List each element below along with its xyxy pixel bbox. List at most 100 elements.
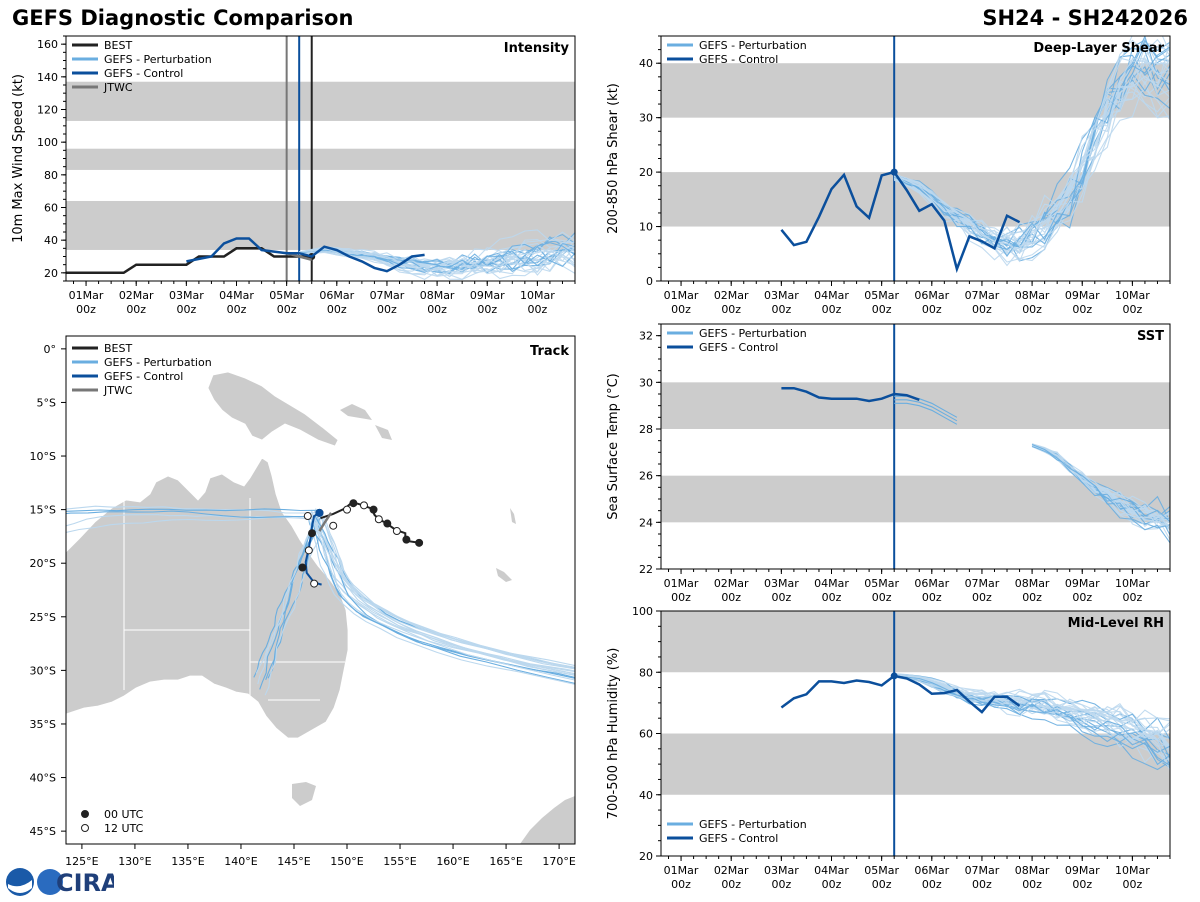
shear-xtick-sublabel: 00z bbox=[721, 303, 741, 316]
rh-legend-label: GEFS - Control bbox=[699, 832, 778, 845]
track-marker-legend-icon bbox=[81, 824, 89, 832]
intensity-legend-label: GEFS - Control bbox=[104, 67, 183, 80]
intensity-band bbox=[66, 81, 575, 121]
track-perturbation-line bbox=[66, 510, 311, 519]
rh-xtick-label: 02Mar bbox=[714, 864, 749, 877]
sst-xtick-label: 05Mar bbox=[864, 577, 899, 590]
track-xtick-label: 140°E bbox=[224, 855, 257, 868]
track-ytick-label: 15°S bbox=[30, 504, 56, 517]
sst-perturbation-line bbox=[1031, 445, 1170, 544]
shear-xtick-sublabel: 00z bbox=[1072, 303, 1092, 316]
shear-ylabel: 200-850 hPa Shear (kt) bbox=[606, 83, 621, 234]
track-best-marker bbox=[415, 538, 424, 547]
track-ytick-label: 40°S bbox=[30, 772, 56, 785]
rh-xtick-sublabel: 00z bbox=[721, 878, 741, 891]
sst-xtick-label: 10Mar bbox=[1115, 577, 1150, 590]
track-ytick-label: 25°S bbox=[30, 611, 56, 624]
shear-ytick-label: 0 bbox=[646, 275, 653, 288]
rh-control-line bbox=[780, 674, 1021, 714]
intensity-ytick-label: 60 bbox=[44, 202, 58, 215]
intensity-xtick-sublabel: 00z bbox=[176, 303, 196, 316]
shear-ytick-label: 20 bbox=[639, 166, 653, 179]
sst-panel: 22242628303201Mar00z02Mar00z03Mar00z04Ma… bbox=[606, 323, 1171, 604]
rh-xtick-label: 10Mar bbox=[1115, 864, 1150, 877]
rh-panel: 2040608010001Mar00z02Mar00z03Mar00z04Mar… bbox=[606, 605, 1171, 891]
shear-xtick-sublabel: 00z bbox=[1122, 303, 1142, 316]
track-perturbation-line bbox=[259, 518, 317, 690]
shear-band bbox=[661, 63, 1170, 118]
track-plot-area bbox=[66, 499, 575, 696]
track-ytick-label: 5°S bbox=[37, 396, 56, 409]
track-best-marker bbox=[329, 521, 338, 530]
rh-ytick-label: 100 bbox=[632, 605, 653, 618]
sst-control-line bbox=[781, 386, 920, 403]
track-xtick-label: 150°E bbox=[330, 855, 363, 868]
rh-xtick-sublabel: 00z bbox=[922, 878, 942, 891]
shear-xtick-label: 04Mar bbox=[814, 289, 849, 302]
intensity-legend-label: JTWC bbox=[103, 81, 133, 94]
shear-xtick-sublabel: 00z bbox=[872, 303, 892, 316]
intensity-xtick-sublabel: 00z bbox=[277, 303, 297, 316]
track-perturbation-line bbox=[66, 505, 323, 514]
shear-xtick-label: 10Mar bbox=[1115, 289, 1150, 302]
track-marker-legend-label: 00 UTC bbox=[104, 808, 144, 821]
track-legend-label: JTWC bbox=[103, 384, 133, 397]
sst-band bbox=[661, 382, 1170, 429]
intensity-xtick-sublabel: 00z bbox=[126, 303, 146, 316]
intensity-xtick-label: 09Mar bbox=[470, 289, 505, 302]
sst-ytick-label: 24 bbox=[639, 516, 653, 529]
track-perturbation-line bbox=[311, 520, 575, 679]
intensity-xtick-sublabel: 00z bbox=[377, 303, 397, 316]
sst-perturbation-line bbox=[894, 395, 958, 418]
track-perturbation-line bbox=[267, 512, 317, 679]
track-xtick-label: 125°E bbox=[65, 855, 98, 868]
track-perturbation-line bbox=[257, 510, 320, 685]
sst-ytick-label: 32 bbox=[639, 330, 653, 343]
sst-xtick-sublabel: 00z bbox=[1022, 591, 1042, 604]
rh-xtick-sublabel: 00z bbox=[671, 878, 691, 891]
sst-ytick-label: 22 bbox=[639, 563, 653, 576]
rh-xtick-label: 03Mar bbox=[764, 864, 799, 877]
sst-ylabel: Sea Surface Temp (°C) bbox=[606, 373, 621, 520]
sst-band bbox=[661, 475, 1170, 523]
track-xtick-label: 170°E bbox=[542, 855, 575, 868]
new-guinea-land bbox=[207, 371, 339, 447]
rh-xtick-sublabel: 00z bbox=[822, 878, 842, 891]
shear-xtick-label: 03Mar bbox=[764, 289, 799, 302]
intensity-ytick-label: 120 bbox=[37, 104, 58, 117]
intensity-panel: 2040608010012014016001Mar00z02Mar00z03Ma… bbox=[11, 35, 576, 316]
rh-plot-area bbox=[661, 611, 1170, 856]
track-perturbation-line bbox=[255, 510, 320, 674]
intensity-xtick-label: 07Mar bbox=[370, 289, 405, 302]
intensity-xtick-label: 03Mar bbox=[169, 289, 204, 302]
track-perturbation-line bbox=[66, 515, 319, 534]
shear-legend-label: GEFS - Perturbation bbox=[699, 39, 807, 52]
track-xtick-label: 155°E bbox=[383, 855, 416, 868]
rh-xtick-label: 04Mar bbox=[814, 864, 849, 877]
vanuatu-land bbox=[510, 508, 516, 524]
track-xtick-label: 145°E bbox=[277, 855, 310, 868]
sst-xtick-sublabel: 00z bbox=[1122, 591, 1142, 604]
png-islands bbox=[340, 404, 392, 440]
shear-xtick-sublabel: 00z bbox=[972, 303, 992, 316]
rh-xtick-sublabel: 00z bbox=[771, 878, 791, 891]
track-control-marker bbox=[298, 563, 307, 572]
track-perturbation-line bbox=[66, 508, 317, 512]
sst-ytick-label: 30 bbox=[639, 376, 653, 389]
sst-xtick-label: 09Mar bbox=[1065, 577, 1100, 590]
sst-perturbation-line bbox=[894, 399, 958, 422]
rh-ytick-label: 40 bbox=[639, 789, 653, 802]
sst-xtick-sublabel: 00z bbox=[922, 591, 942, 604]
sst-xtick-sublabel: 00z bbox=[972, 591, 992, 604]
track-ytick-label: 0° bbox=[44, 343, 57, 356]
intensity-ytick-label: 160 bbox=[37, 38, 58, 51]
shear-xtick-sublabel: 00z bbox=[671, 303, 691, 316]
track-ytick-label: 30°S bbox=[30, 664, 56, 677]
track-legend-label: GEFS - Control bbox=[104, 370, 183, 383]
sst-legend-label: GEFS - Control bbox=[699, 341, 778, 354]
sst-perturbation-line bbox=[894, 402, 958, 425]
shear-xtick-sublabel: 00z bbox=[1022, 303, 1042, 316]
rh-title: Mid-Level RH bbox=[1068, 616, 1164, 631]
rh-band bbox=[661, 611, 1170, 673]
track-best-marker bbox=[392, 527, 401, 536]
